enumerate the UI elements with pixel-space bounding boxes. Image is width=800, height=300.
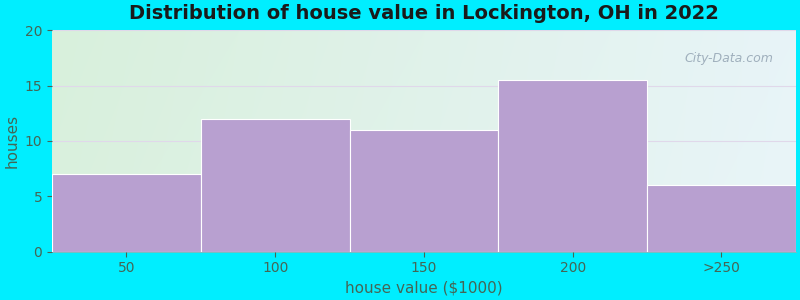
Bar bbox=[498, 80, 647, 252]
Title: Distribution of house value in Lockington, OH in 2022: Distribution of house value in Lockingto… bbox=[129, 4, 719, 23]
X-axis label: house value ($1000): house value ($1000) bbox=[345, 281, 502, 296]
Bar bbox=[647, 185, 796, 252]
Bar bbox=[52, 174, 201, 252]
Text: City-Data.com: City-Data.com bbox=[685, 52, 774, 65]
Bar bbox=[201, 119, 350, 252]
Bar bbox=[350, 130, 498, 252]
Y-axis label: houses: houses bbox=[4, 114, 19, 168]
